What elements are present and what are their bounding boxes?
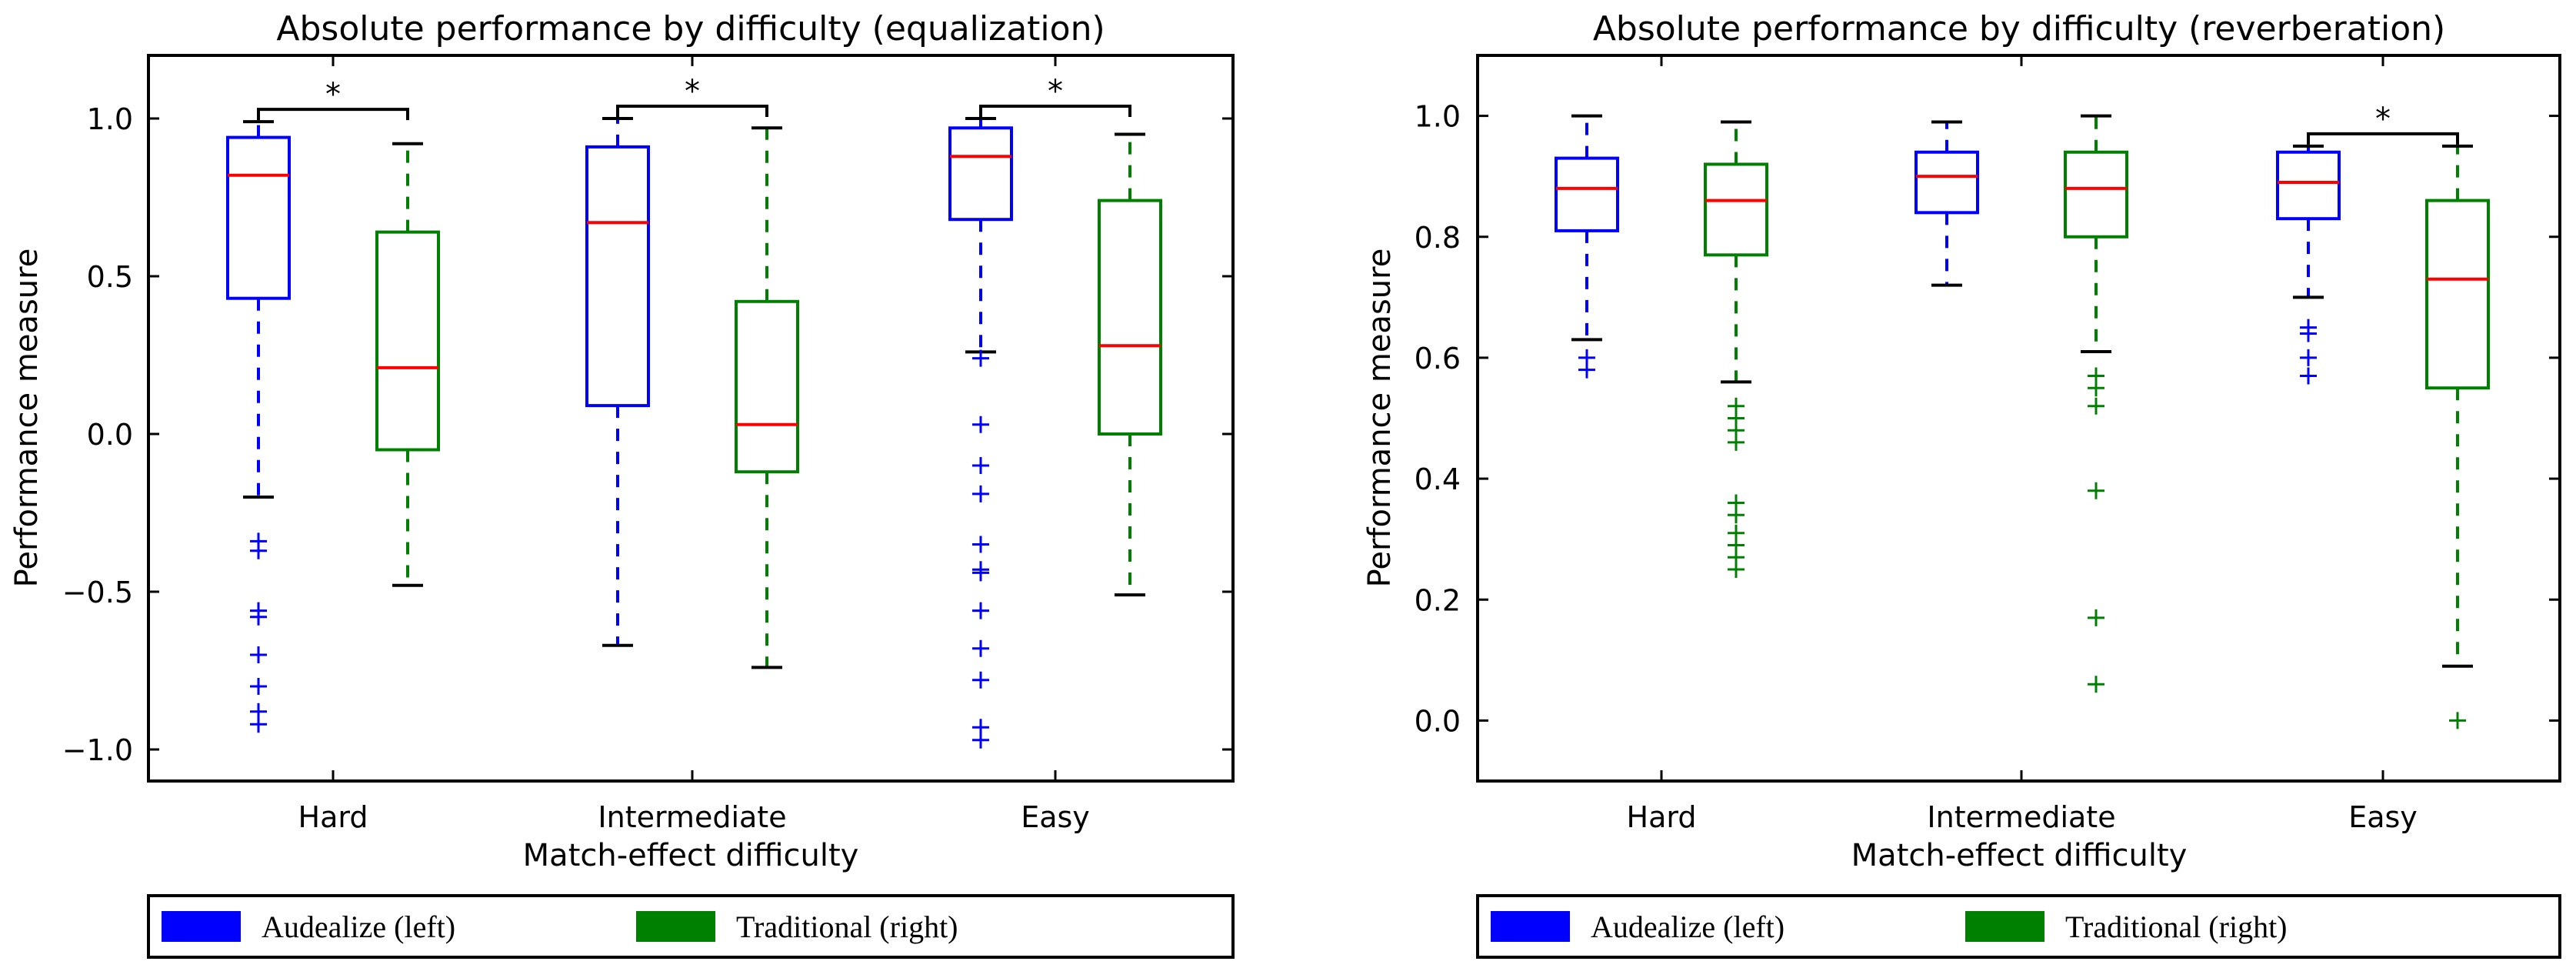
outlier-marker — [972, 564, 989, 582]
outlier-marker — [2088, 609, 2104, 626]
outlier-marker — [972, 349, 989, 367]
iqr-box — [2276, 150, 2341, 221]
legend-swatch — [162, 911, 241, 942]
significance-star: * — [2375, 102, 2391, 137]
iqr-box — [585, 145, 650, 408]
y-axis-label: Performance measure — [9, 249, 45, 588]
y-axis-label: Performance measure — [1362, 249, 1398, 588]
outlier-marker — [250, 678, 267, 695]
box-traditional-easy — [2425, 144, 2490, 729]
box-audealize-intermediate — [1915, 120, 1979, 287]
x-tick-label: Easy — [1021, 800, 1090, 834]
outlier-marker — [2088, 676, 2104, 693]
significance-bracket — [616, 105, 768, 117]
x-tick-label: Intermediate — [598, 800, 786, 834]
outlier-marker — [972, 671, 989, 689]
significance-star: * — [1048, 74, 1063, 109]
y-tick-label: 1.0 — [1415, 100, 1461, 134]
chart-equalization: Absolute performance by difficulty (equa… — [9, 9, 1235, 959]
chart-title: Absolute performance by difficulty (reve… — [1593, 9, 2445, 48]
outlier-marker — [2300, 325, 2317, 342]
iqr-box — [375, 230, 440, 452]
y-tick-label: −0.5 — [62, 576, 133, 609]
outlier-marker — [972, 457, 989, 474]
y-tick-label: 0.2 — [1415, 583, 1461, 617]
x-axis-label: Match-effect difficulty — [523, 838, 859, 873]
outlier-marker — [972, 731, 989, 749]
outlier-marker — [1728, 506, 1745, 524]
y-tick-label: 0.4 — [1415, 462, 1461, 496]
plot-frame — [147, 54, 1235, 783]
iqr-box — [226, 135, 291, 300]
outlier-marker — [1728, 560, 1745, 578]
y-tick-label: 0.6 — [1415, 342, 1461, 376]
significance-star: * — [325, 77, 341, 112]
chart-reverberation: Absolute performance by difficulty (reve… — [1362, 9, 2561, 959]
x-tick-label: Easy — [2348, 800, 2418, 834]
legend-label: Traditional (right) — [2065, 910, 2288, 944]
outlier-marker — [2449, 712, 2466, 729]
outlier-marker — [2300, 349, 2317, 366]
outlier-marker — [2300, 367, 2317, 385]
outlier-marker — [250, 608, 267, 626]
box-traditional-hard — [375, 142, 440, 587]
outlier-marker — [972, 536, 989, 553]
plot-frame — [1476, 54, 2561, 783]
outlier-marker — [1728, 433, 1745, 451]
legend-swatch — [636, 911, 715, 942]
iqr-box — [1555, 156, 1619, 232]
box-traditional-intermediate — [2064, 114, 2128, 693]
legend-swatch — [1491, 911, 1570, 942]
significance-bracket — [2307, 132, 2459, 145]
x-tick-label: Hard — [298, 800, 368, 834]
x-tick-label: Hard — [1627, 800, 1697, 834]
outlier-marker — [1578, 361, 1595, 379]
outlier-marker — [972, 416, 989, 433]
box-audealize-easy — [2276, 144, 2341, 385]
legend-label: Audealize (left) — [1591, 910, 1785, 944]
y-tick-label: 0.5 — [87, 260, 133, 294]
chart-title: Absolute performance by difficulty (equa… — [276, 9, 1105, 48]
iqr-box — [1704, 162, 1768, 257]
iqr-box — [735, 299, 799, 474]
x-axis-label: Match-effect difficulty — [1851, 838, 2188, 873]
outlier-marker — [972, 485, 989, 502]
y-tick-label: 0.0 — [1415, 704, 1461, 738]
box-audealize-hard — [226, 120, 291, 733]
legend: Audealize (left) Traditional (right) — [1476, 894, 2561, 959]
outlier-marker — [972, 639, 989, 657]
y-tick-label: 0.0 — [87, 418, 133, 452]
iqr-box — [948, 126, 1013, 222]
legend: Audealize (left) Traditional (right) — [147, 894, 1235, 959]
legend-swatch — [1965, 911, 2044, 942]
outlier-marker — [250, 716, 267, 733]
outlier-marker — [2088, 379, 2104, 397]
box-audealize-easy — [948, 117, 1013, 749]
outlier-marker — [2088, 482, 2104, 499]
outlier-marker — [250, 646, 267, 663]
y-tick-label: 1.0 — [87, 102, 133, 136]
y-tick-label: −1.0 — [62, 733, 133, 767]
outlier-marker — [2088, 397, 2104, 415]
y-tick-label: 0.8 — [1415, 221, 1461, 255]
box-traditional-hard — [1704, 120, 1768, 578]
significance-bracket — [979, 105, 1131, 117]
iqr-box — [2425, 199, 2490, 390]
significance-star: * — [685, 74, 700, 109]
iqr-box — [1915, 150, 1979, 215]
box-traditional-easy — [1098, 132, 1162, 597]
iqr-box — [1098, 199, 1162, 436]
outlier-marker — [972, 602, 989, 619]
x-tick-label: Intermediate — [1927, 800, 2115, 834]
outlier-marker — [250, 542, 267, 559]
significance-bracket — [257, 108, 409, 121]
iqr-box — [2064, 150, 2128, 239]
box-traditional-intermediate — [735, 126, 799, 669]
box-audealize-intermediate — [585, 117, 650, 647]
legend-label: Audealize (left) — [262, 910, 455, 944]
legend-label: Traditional (right) — [736, 910, 958, 944]
box-audealize-hard — [1555, 114, 1619, 379]
